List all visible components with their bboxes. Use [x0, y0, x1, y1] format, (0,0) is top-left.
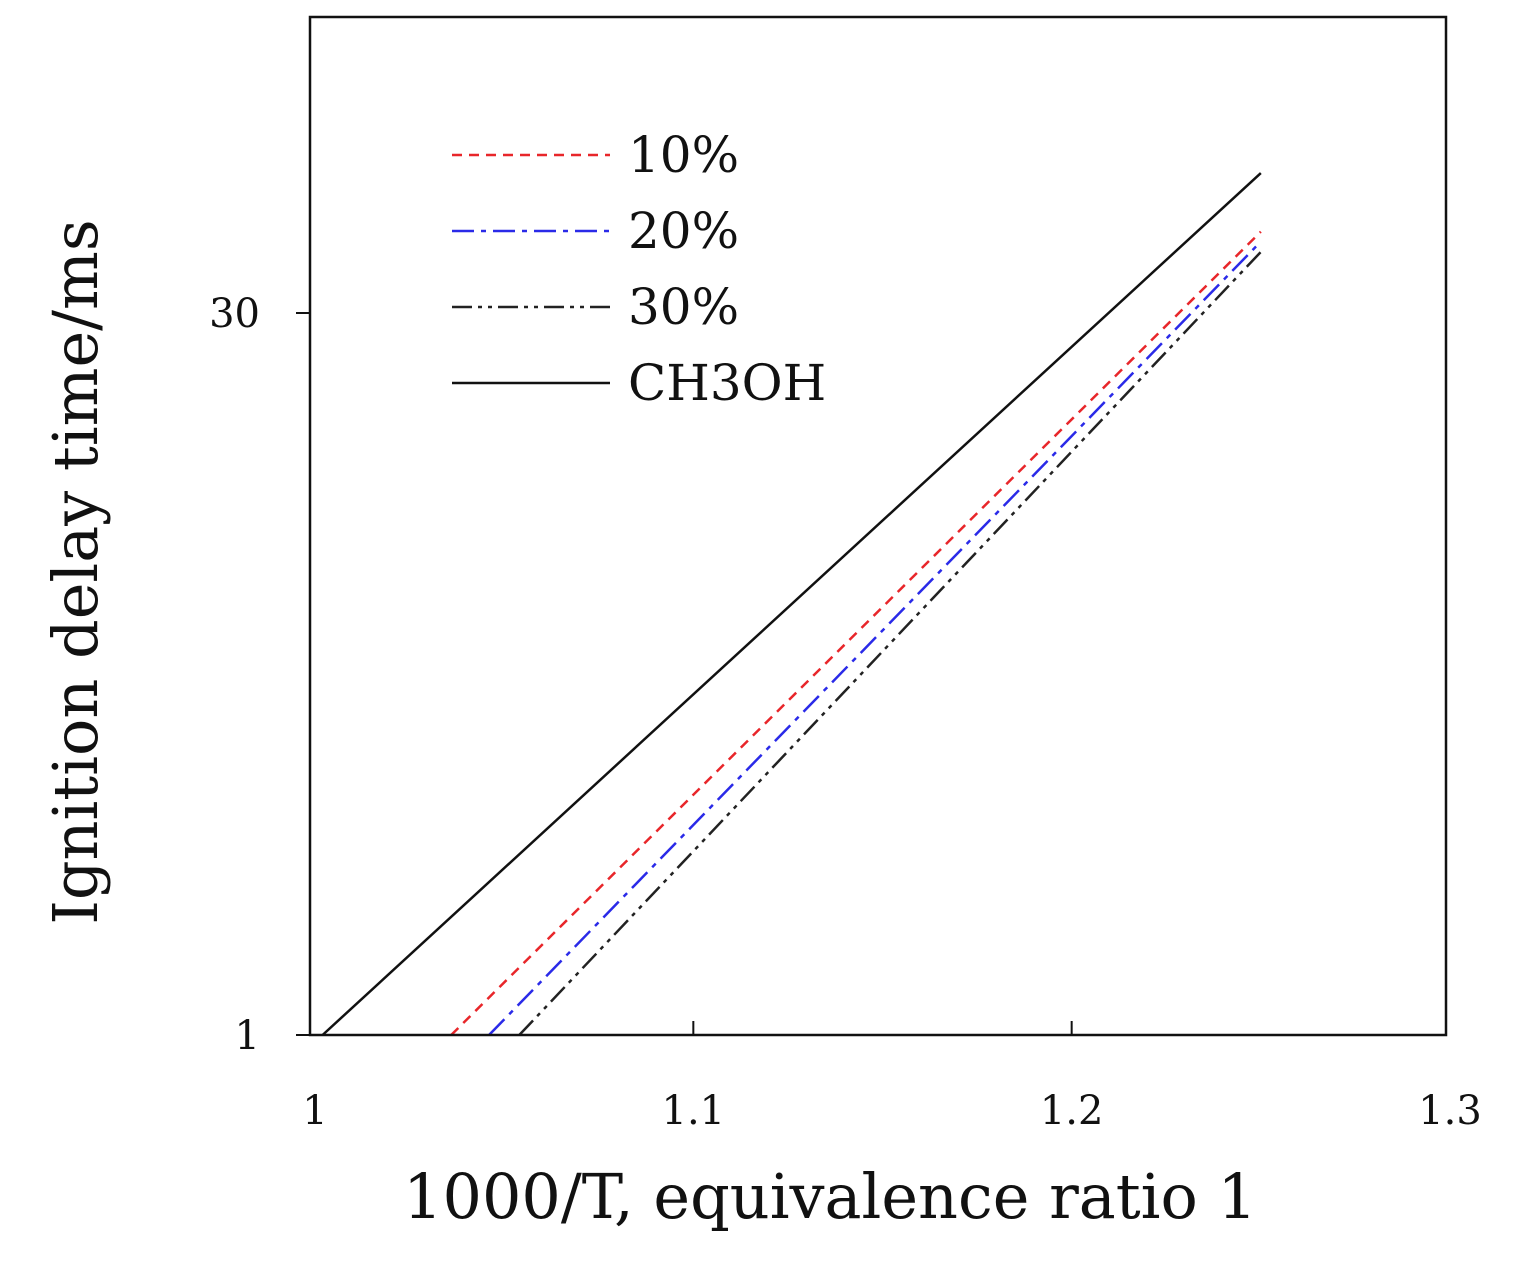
series-line	[450, 230, 1262, 1036]
x-tick-label: 1	[302, 1088, 327, 1134]
legend-label: CH3OH	[628, 354, 826, 412]
x-axis-title: 1000/T, equivalence ratio 1	[403, 1160, 1257, 1233]
legend-label: 20%	[628, 202, 739, 260]
y-axis-title: Ignition delay time/ms	[39, 219, 112, 924]
x-tick-label: 1.3	[1418, 1088, 1482, 1134]
series-line	[488, 240, 1262, 1036]
legend: 10% 20% 30% CH3OH	[452, 126, 826, 412]
x-tick-label: 1.1	[662, 1088, 726, 1134]
y-tick-label: 30	[209, 291, 260, 337]
x-tick-label: 1.2	[1040, 1088, 1104, 1134]
series-line	[321, 172, 1262, 1036]
legend-label: 30%	[628, 278, 739, 336]
ticks-layer: 1 1.1 1.2 1.3 1 30	[209, 291, 1482, 1134]
y-tick-label: 1	[235, 1013, 260, 1059]
plot-frame	[308, 15, 1448, 1037]
series-layer	[321, 172, 1262, 1036]
legend-label: 10%	[628, 126, 739, 184]
